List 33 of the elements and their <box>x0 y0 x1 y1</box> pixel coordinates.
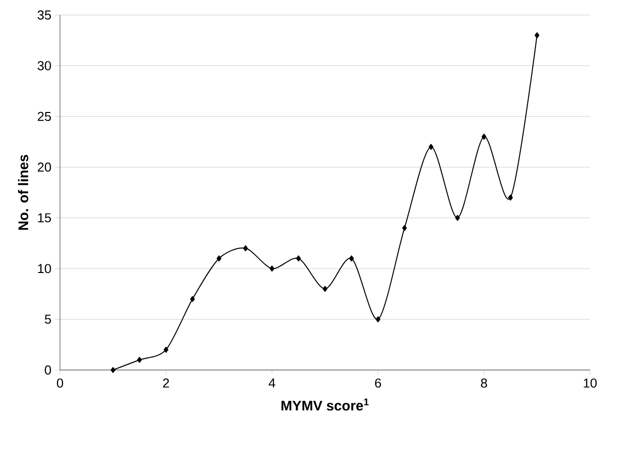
point <box>482 134 486 140</box>
x-tick-label: 10 <box>584 378 597 388</box>
y-tick-label: 15 <box>38 213 51 222</box>
point <box>296 255 301 262</box>
x-tick-label: 2 <box>163 378 169 388</box>
x-tick-label: 6 <box>375 378 382 388</box>
y-tick-label: 20 <box>38 162 51 172</box>
point <box>243 245 248 252</box>
y-tick-label: 35 <box>38 10 51 20</box>
x-tick-label: 0 <box>56 378 64 388</box>
y-tick-label: 25 <box>38 112 51 122</box>
y-tick-label: 0 <box>44 365 51 375</box>
point <box>376 316 380 322</box>
x-axis-title: MYMV score$^{1}$ <box>282 398 369 411</box>
point <box>190 296 195 302</box>
y-tick-label: 30 <box>38 61 51 70</box>
y-tick-label: 5 <box>44 314 51 324</box>
point <box>402 225 407 231</box>
point <box>270 266 274 272</box>
y-axis-title: No. of lines <box>18 154 28 230</box>
point <box>349 255 354 262</box>
point <box>428 144 434 150</box>
point <box>534 32 540 38</box>
x-tick-label: 4 <box>268 378 276 388</box>
point <box>322 286 328 292</box>
point <box>137 356 142 363</box>
point <box>216 255 222 262</box>
point <box>110 367 116 373</box>
point <box>164 346 168 353</box>
y-tick-label: 10 <box>38 264 51 274</box>
point <box>455 214 460 221</box>
x-tick-label: 8 <box>480 378 488 388</box>
point <box>508 194 513 201</box>
